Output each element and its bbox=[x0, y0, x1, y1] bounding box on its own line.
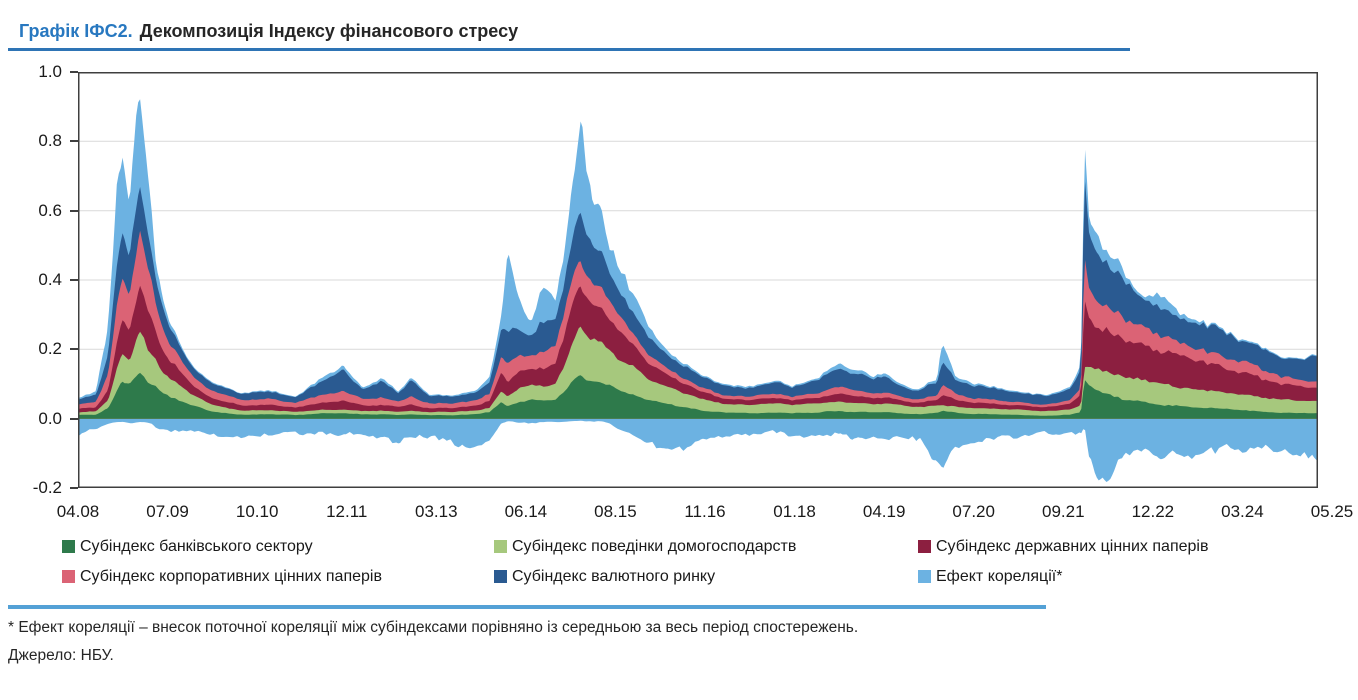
figure-title: Графік ІФС2. Декомпозиція Індексу фінансо… bbox=[19, 21, 518, 42]
figure-title-prefix: Графік ІФС2. bbox=[19, 21, 133, 41]
legend-label-fx: Субіндекс валютного ринку bbox=[512, 568, 716, 585]
legend-label-households: Субіндекс поведінки домогосподарств bbox=[512, 538, 797, 555]
y-axis-tick-mark bbox=[70, 417, 78, 420]
y-axis-tick-label: 0.6 bbox=[38, 200, 62, 220]
plot-border bbox=[78, 72, 1318, 488]
area-correlation-negative bbox=[78, 418, 1318, 482]
chart-plot-area bbox=[78, 72, 1318, 488]
x-axis-tick-label: 08.15 bbox=[594, 502, 637, 521]
x-axis-tick-label: 11.16 bbox=[684, 502, 726, 521]
footnote-rule bbox=[8, 605, 1046, 609]
x-axis-tick-label: 05.25 bbox=[1310, 502, 1354, 521]
y-axis-tick-mark bbox=[70, 209, 78, 212]
x-axis-tick-label: 04.08 bbox=[56, 502, 100, 521]
x-axis-tick-label: 03.13 bbox=[415, 502, 458, 521]
footnote-text: * Ефект кореляції – внесок поточної коре… bbox=[8, 619, 859, 636]
legend-label-banking: Субіндекс банківського сектору bbox=[80, 538, 313, 555]
y-axis-tick-label: 0.4 bbox=[38, 270, 62, 289]
legend-label-corporate: Субіндекс корпоративних цінних паперів bbox=[80, 568, 382, 585]
x-axis-tick-label: 07.09 bbox=[146, 502, 189, 521]
title-rule bbox=[8, 48, 1130, 51]
y-axis-tick-mark bbox=[70, 279, 78, 281]
y-axis-tick-label: 0.0 bbox=[38, 408, 62, 428]
legend-swatch-correlation bbox=[918, 570, 931, 583]
x-axis-tick-label: 03.24 bbox=[1221, 502, 1264, 521]
x-axis-tick-label: 01.18 bbox=[773, 502, 816, 521]
legend-swatch-government bbox=[918, 540, 931, 553]
source-text: Джерело: НБУ. bbox=[8, 647, 114, 664]
y-axis-tick-label: 1.0 bbox=[38, 62, 62, 81]
x-axis-tick-label: 07.20 bbox=[952, 502, 995, 521]
stacked-area-chart bbox=[78, 72, 1318, 488]
y-axis-tick-mark bbox=[70, 348, 78, 351]
legend-label-government: Субіндекс державних цінних паперів bbox=[936, 538, 1209, 555]
y-axis-tick-mark bbox=[70, 71, 78, 73]
y-axis-tick-mark bbox=[70, 487, 78, 489]
legend-swatch-fx bbox=[494, 570, 507, 583]
y-axis-tick-label: 0.2 bbox=[38, 339, 62, 359]
x-axis-tick-label: 10.10 bbox=[235, 502, 279, 521]
legend-swatch-corporate bbox=[62, 570, 75, 583]
figure-title-text: Декомпозиція Індексу фінансового стресу bbox=[139, 21, 519, 41]
y-axis-tick-label: 0.8 bbox=[38, 131, 62, 151]
x-axis-tick-label: 12.11 bbox=[326, 502, 368, 521]
x-axis-tick-label: 09.21 bbox=[1042, 502, 1085, 521]
y-axis-tick-mark bbox=[70, 140, 78, 143]
x-axis-tick-label: 06.14 bbox=[504, 502, 548, 521]
y-axis-tick-label: -0.2 bbox=[32, 478, 62, 497]
legend-swatch-banking bbox=[62, 540, 75, 553]
x-axis-tick-label: 12.22 bbox=[1131, 502, 1175, 521]
legend-swatch-households bbox=[494, 540, 507, 553]
x-axis-tick-label: 04.19 bbox=[862, 502, 906, 521]
legend-label-correlation: Ефект кореляції* bbox=[936, 568, 1063, 585]
area-banking bbox=[78, 372, 1318, 419]
